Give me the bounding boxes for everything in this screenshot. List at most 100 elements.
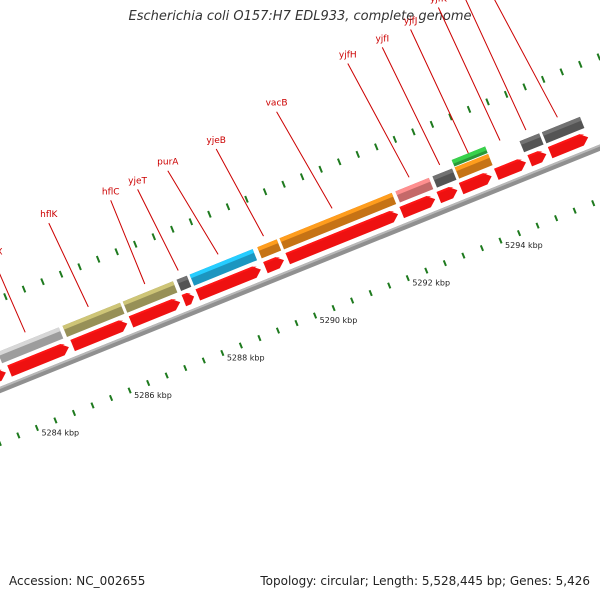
gene-bar-yjfJ-lower[interactable] <box>454 154 493 179</box>
gene-label-leader <box>381 47 441 166</box>
outer-tick <box>225 203 231 211</box>
cds-arrow[interactable] <box>436 187 458 204</box>
gene-bar-highlight <box>541 116 582 136</box>
cds-arrow[interactable] <box>527 151 547 167</box>
cds-arrow[interactable] <box>547 134 589 159</box>
outer-tick <box>578 60 583 69</box>
gene-label-hflC[interactable]: hflC <box>102 187 120 197</box>
cds-arrow-highlight <box>494 159 522 171</box>
cds-arrow-body <box>181 293 195 307</box>
cds-arrow-highlight <box>195 266 257 292</box>
gene-bar-highlight <box>279 192 394 242</box>
gene-label-yjfK[interactable]: yjfK <box>430 0 448 5</box>
cds-arrow-body <box>494 159 526 180</box>
gene-bar-yjfM[interactable] <box>541 116 585 144</box>
outer-tick <box>244 195 249 203</box>
inner-tick <box>331 304 336 312</box>
inner-tick <box>442 259 447 267</box>
inner-tick <box>498 237 503 244</box>
outer-tick <box>355 150 361 158</box>
inner-tick <box>368 289 373 297</box>
gene-bar-vacB[interactable] <box>279 192 397 250</box>
inner-tick <box>16 432 21 439</box>
cds-arrow-body <box>128 299 181 328</box>
gene-bar-body <box>0 327 64 364</box>
gene-label-yjeB[interactable]: yjeB <box>206 136 226 146</box>
gene-label-vacB[interactable]: vacB <box>266 99 288 109</box>
cds-arrow-highlight <box>527 151 543 158</box>
cds-arrow[interactable] <box>7 344 69 377</box>
ruler-label: 5284 kbp <box>41 429 79 438</box>
inner-tick <box>461 252 466 259</box>
gene-bar-highlight <box>454 154 490 172</box>
gene-label-hflK[interactable]: hflK <box>40 210 58 220</box>
inner-tick <box>516 229 522 237</box>
ruler-label: 5286 kbp <box>134 391 172 400</box>
outer-tick <box>170 225 175 233</box>
cds-arrow-body <box>0 370 6 382</box>
ruler-label: 5294 kbp <box>505 241 543 250</box>
outer-tick <box>411 128 416 136</box>
gene-bar-purA[interactable] <box>189 249 258 286</box>
gene-bar-yjfI[interactable] <box>432 168 457 188</box>
inner-tick <box>90 402 95 409</box>
ruler-label: 5288 kbp <box>227 354 265 363</box>
gene-label-leader <box>137 189 179 271</box>
cds-arrow[interactable] <box>458 173 492 195</box>
outer-tick <box>429 120 435 128</box>
cds-arrow[interactable] <box>494 159 526 180</box>
gene-label-yjeT[interactable]: yjeT <box>128 176 147 186</box>
inner-tick <box>387 282 392 289</box>
outer-tick <box>58 270 64 278</box>
inner-tick <box>127 387 132 394</box>
inner-tick <box>257 334 262 342</box>
cds-arrow[interactable] <box>263 257 284 274</box>
cds-arrow-body <box>7 344 69 377</box>
inner-tick <box>146 379 151 387</box>
cds-arrow[interactable] <box>0 369 6 386</box>
outer-tick <box>114 248 119 256</box>
outer-tick <box>374 143 379 151</box>
outer-tick <box>466 105 472 113</box>
gene-label-leader <box>276 111 333 209</box>
inner-tick <box>183 364 188 372</box>
outer-tick <box>21 285 27 293</box>
gene-bar-highlight <box>451 146 487 164</box>
cds-arrow[interactable] <box>399 196 436 219</box>
cds-arrow[interactable] <box>70 320 128 352</box>
cds-arrow-highlight <box>458 173 488 185</box>
cds-arrow-highlight <box>436 187 454 194</box>
gene-label-yjfH[interactable]: yjfH <box>339 51 357 61</box>
inner-tick <box>238 342 243 349</box>
cds-arrow[interactable] <box>181 293 195 307</box>
gene-label-hflX[interactable]: hflX <box>0 248 3 258</box>
gene-label-purA[interactable]: purA <box>157 158 179 168</box>
gene-bar-yjfH[interactable] <box>395 177 434 203</box>
cds-arrow[interactable] <box>285 211 399 265</box>
cds-arrow[interactable] <box>195 266 261 301</box>
gene-bar-yjfJ[interactable] <box>451 146 488 167</box>
gene-label-leader <box>110 200 146 285</box>
gene-bar-yjeB[interactable] <box>257 239 282 259</box>
cds-arrow[interactable] <box>128 299 181 328</box>
gene-label-yjfI[interactable]: yjfI <box>375 34 389 44</box>
gene-label-yjfJ[interactable]: yjfJ <box>404 17 418 27</box>
gene-bar-yjfL[interactable] <box>519 133 544 153</box>
gene-bar-hflX[interactable] <box>0 327 64 364</box>
gene-bar-hflC[interactable] <box>122 281 178 313</box>
gene-bar-hflK[interactable] <box>62 302 125 337</box>
ruler-track-highlight <box>0 144 600 389</box>
cds-arrow-body <box>399 196 436 219</box>
gene-label-leader <box>410 29 469 154</box>
inner-tick <box>572 207 577 214</box>
inner-tick <box>294 319 299 327</box>
gene-label-leader <box>0 273 26 333</box>
outer-tick <box>540 75 546 84</box>
gene-bar-yjeT[interactable] <box>176 275 192 291</box>
outer-tick <box>207 210 212 218</box>
inner-tick <box>350 297 355 304</box>
inner-tick <box>109 394 114 402</box>
outer-tick <box>318 165 323 173</box>
gene-bar-highlight <box>62 302 122 330</box>
